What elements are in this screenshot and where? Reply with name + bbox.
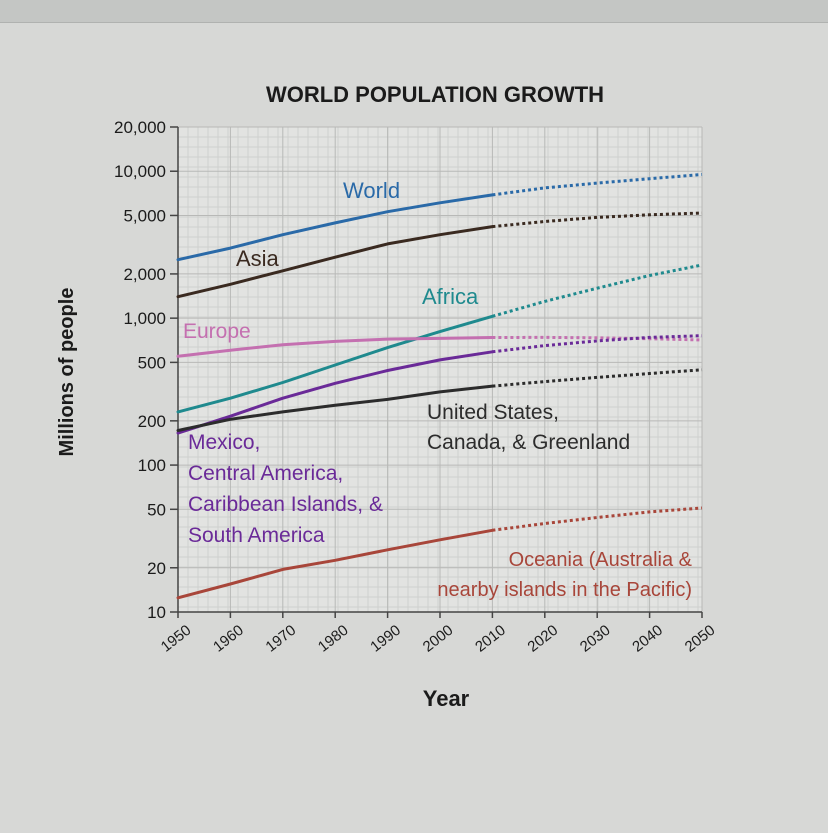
x-axis-title: Year — [423, 686, 470, 711]
series-label-latin_america: Caribbean Islands, & — [188, 493, 383, 516]
x-tick-label: 1960 — [210, 622, 247, 656]
series-projection-asia — [492, 211, 703, 229]
series-label-europe: Europe — [183, 320, 251, 343]
series-projection-world — [492, 173, 703, 197]
x-tick-label: 1990 — [367, 622, 404, 656]
x-tick-label: 2010 — [472, 622, 509, 656]
series-line-north_america — [176, 384, 494, 432]
x-tick-label: 2020 — [524, 622, 561, 656]
series-projection-oceania — [492, 506, 703, 532]
x-tick-label: 1950 — [158, 622, 195, 656]
x-tick-label: 2040 — [629, 622, 666, 656]
y-tick-label: 2,000 — [123, 265, 166, 284]
y-tick-label: 50 — [147, 500, 166, 519]
y-tick-label: 20,000 — [114, 118, 166, 137]
y-tick-label: 5,000 — [123, 206, 166, 225]
series-label-world: World — [343, 178, 400, 203]
chart-title: WORLD POPULATION GROWTH — [266, 82, 604, 107]
series-label-latin_america: Mexico, — [188, 431, 260, 454]
y-tick-label: 10 — [147, 603, 166, 622]
series-line-africa — [176, 314, 494, 414]
series-label-oceania: nearby islands in the Pacific) — [437, 579, 692, 601]
y-tick-label: 1,000 — [123, 309, 166, 328]
series-projection-latin_america — [492, 334, 703, 354]
y-axis-title: Millions of people — [56, 288, 78, 457]
series-projection-north_america — [492, 368, 703, 388]
y-tick-label: 500 — [138, 353, 166, 372]
series-label-latin_america: Central America, — [188, 462, 343, 485]
x-tick-label: 1970 — [262, 622, 299, 656]
series-label-north_america: United States, — [427, 401, 559, 424]
series-labels: World Asia Africa Europe Mexico, Central Amer… — [183, 178, 693, 601]
series-projection-europe — [492, 335, 703, 342]
y-tick-label: 100 — [138, 456, 166, 475]
series-lines — [176, 173, 703, 600]
y-tick-label: 10,000 — [114, 162, 166, 181]
series-projection-africa — [491, 263, 703, 318]
series-label-africa: Africa — [422, 284, 479, 309]
y-tick-label: 20 — [147, 559, 166, 578]
grid — [177, 126, 703, 613]
y-tick-label: 200 — [138, 412, 166, 431]
x-tick-label: 2050 — [682, 622, 719, 656]
series-label-oceania: Oceania (Australia & — [509, 549, 693, 571]
series-label-asia: Asia — [236, 246, 280, 271]
x-tick-label: 2000 — [420, 622, 457, 656]
series-line-latin_america — [176, 350, 494, 435]
series-line-oceania — [176, 528, 494, 600]
series-label-latin_america: South America — [188, 524, 325, 547]
window-top-band — [0, 0, 828, 23]
x-tick-label: 2030 — [577, 622, 614, 656]
series-line-asia — [176, 225, 494, 299]
series-label-north_america: Canada, & Greenland — [427, 431, 630, 454]
series-line-world — [176, 193, 494, 262]
x-tick-label: 1980 — [315, 622, 352, 656]
series-line-europe — [176, 336, 494, 358]
